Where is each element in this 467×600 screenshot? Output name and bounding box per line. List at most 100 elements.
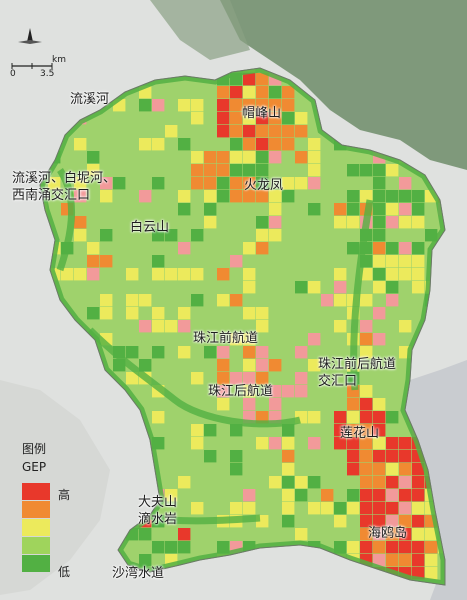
legend-swatch-4 — [22, 537, 50, 554]
gep-cell — [230, 138, 243, 151]
gep-cell — [282, 138, 295, 151]
gep-cell — [399, 541, 412, 554]
gep-cell — [412, 255, 425, 268]
gep-cell — [126, 346, 139, 359]
gep-cell — [308, 476, 321, 489]
gep-cell — [282, 463, 295, 476]
gep-cell — [178, 528, 191, 541]
gep-cell — [204, 450, 217, 463]
gep-cell — [256, 372, 269, 385]
gep-cell — [386, 476, 399, 489]
gep-cell — [243, 333, 256, 346]
gep-cell — [282, 190, 295, 203]
gep-cell — [360, 515, 373, 528]
river-corridor — [169, 514, 261, 525]
gep-cell — [412, 476, 425, 489]
gep-cell — [256, 99, 269, 112]
gep-cell — [243, 164, 256, 177]
gep-cell — [204, 151, 217, 164]
gep-cell — [282, 177, 295, 190]
gep-cell — [152, 138, 165, 151]
gep-cell — [217, 177, 230, 190]
gep-cell — [178, 307, 191, 320]
gep-cell — [139, 320, 152, 333]
gep-cell — [139, 294, 152, 307]
gep-cell — [412, 528, 425, 541]
gep-cell — [386, 528, 399, 541]
gep-cell — [360, 164, 373, 177]
gep-cell — [74, 190, 87, 203]
gep-cell — [334, 424, 347, 437]
gep-cell — [360, 528, 373, 541]
gep-cell — [243, 138, 256, 151]
gep-cell — [217, 385, 230, 398]
gep-cell — [386, 515, 399, 528]
gep-cell — [347, 450, 360, 463]
gep-cell — [243, 398, 256, 411]
gep-cell — [139, 554, 152, 567]
gep-cell — [217, 268, 230, 281]
gep-cell — [178, 476, 191, 489]
gep-cell — [399, 268, 412, 281]
label-front-channel: 珠江前航道 — [193, 331, 259, 346]
gep-cell — [295, 372, 308, 385]
gep-cell — [373, 333, 386, 346]
gep-cell — [295, 281, 308, 294]
gep-cell — [373, 190, 386, 203]
gep-cell — [243, 177, 256, 190]
gep-cell — [243, 86, 256, 99]
gep-cell — [126, 268, 139, 281]
gep-cell — [399, 554, 412, 567]
gep-cell — [373, 255, 386, 268]
gep-cell — [191, 177, 204, 190]
gep-cell — [386, 216, 399, 229]
label-liuxihe: 流溪河 — [70, 92, 110, 107]
river-corridor — [350, 199, 374, 391]
gep-cell — [347, 541, 360, 554]
gep-cell — [230, 151, 243, 164]
gep-cell — [217, 151, 230, 164]
gep-cell — [334, 437, 347, 450]
gep-cell — [373, 177, 386, 190]
gep-cell — [165, 268, 178, 281]
gep-cell — [256, 320, 269, 333]
gep-cell — [282, 437, 295, 450]
gep-cell — [373, 450, 386, 463]
gep-cell — [100, 255, 113, 268]
gep-cell — [347, 411, 360, 424]
gep-cell — [386, 190, 399, 203]
gep-cell — [243, 385, 256, 398]
gep-cell — [191, 268, 204, 281]
gep-cell — [256, 346, 269, 359]
gep-cell — [308, 138, 321, 151]
gep-cell — [256, 437, 269, 450]
gep-cell — [412, 554, 425, 567]
gep-cell — [256, 216, 269, 229]
gep-cell — [347, 216, 360, 229]
gep-cell — [100, 294, 113, 307]
gep-cell — [360, 424, 373, 437]
gep-cell — [399, 255, 412, 268]
gep-cell — [230, 463, 243, 476]
gep-cell — [295, 177, 308, 190]
gep-cell — [139, 359, 152, 372]
gep-cell — [282, 125, 295, 138]
gep-cell — [256, 86, 269, 99]
gep-cell — [360, 346, 373, 359]
gep-cell — [360, 190, 373, 203]
gep-cell — [152, 346, 165, 359]
legend-swatch-1 — [22, 483, 50, 500]
gep-cell — [295, 528, 308, 541]
gep-cell — [412, 502, 425, 515]
gep-cell — [191, 372, 204, 385]
legend-swatch-2 — [22, 501, 50, 518]
gep-cell — [373, 528, 386, 541]
gep-cell — [282, 112, 295, 125]
gep-cell — [204, 203, 217, 216]
gep-cell — [399, 463, 412, 476]
gep-cell — [217, 125, 230, 138]
gep-cell — [230, 424, 243, 437]
region-outline — [39, 67, 446, 586]
gep-cell — [217, 164, 230, 177]
gep-cell — [399, 502, 412, 515]
